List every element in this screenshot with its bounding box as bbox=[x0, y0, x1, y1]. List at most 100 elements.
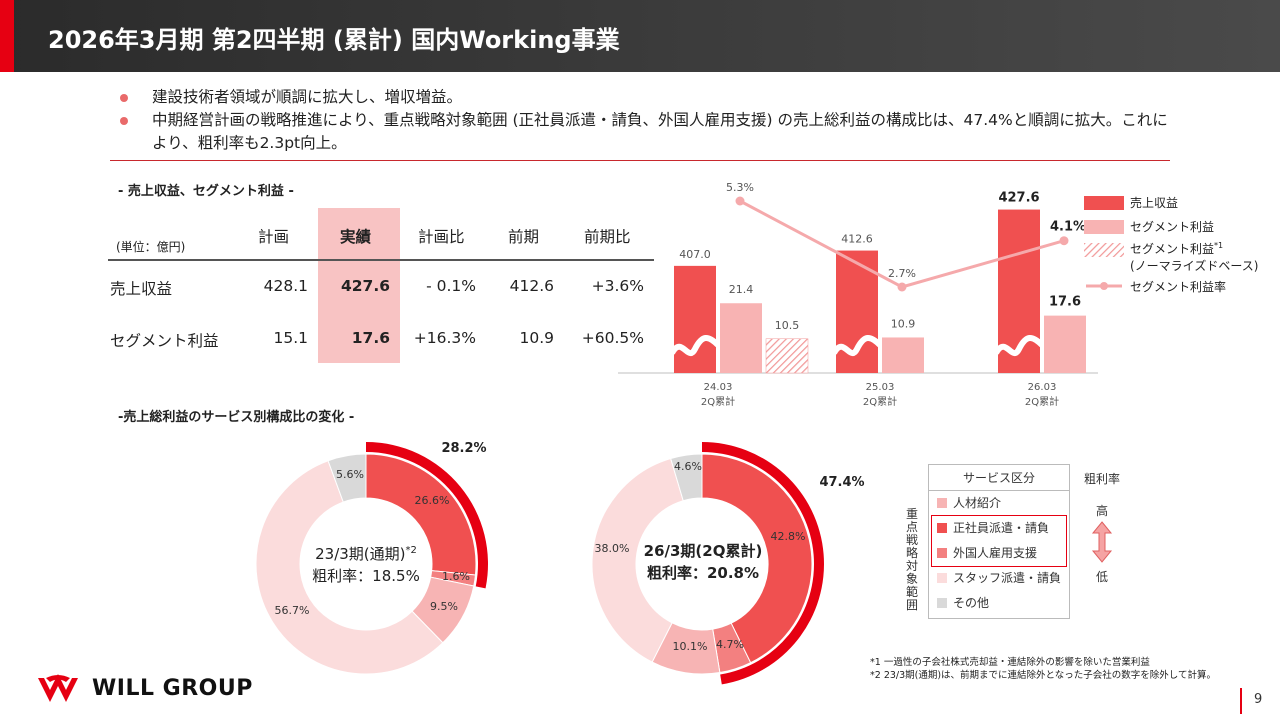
legend-label: セグメント利益率 bbox=[1130, 280, 1227, 294]
segment-margin-point bbox=[735, 196, 745, 206]
legend-label: セグメント利益 bbox=[1130, 242, 1215, 256]
col-header-yoy: 前期比 bbox=[584, 228, 631, 246]
double-arrow-icon bbox=[1091, 521, 1113, 563]
service-item-foreign-worker: 外国人雇用支援 bbox=[929, 541, 1069, 566]
donut2-center-margin: 粗利率：20.8% bbox=[646, 564, 760, 582]
donut-slice-label: 1.6% bbox=[442, 570, 470, 583]
x-tick-label: 2Q累計 bbox=[863, 395, 897, 408]
donut-slice-label: 56.7% bbox=[275, 604, 310, 617]
donut-slice-label: 38.0% bbox=[595, 542, 630, 555]
donut-slice-label: 10.1% bbox=[673, 640, 708, 653]
swatch-icon bbox=[937, 598, 947, 608]
data-label-margin: 2.7% bbox=[888, 267, 916, 280]
bullet-dot-icon bbox=[120, 94, 128, 102]
footnote: *1 一過性の子会社株式売却益・連結除外の影響を除いた営業利益 bbox=[870, 657, 1150, 668]
donut-slice-label: 4.6% bbox=[674, 460, 702, 473]
table-header-rule bbox=[108, 259, 654, 261]
bullet-item: 中期経営計画の戦略推進により、重点戦略対象範囲 (正社員派遣・請負、外国人雇用支… bbox=[118, 109, 1178, 155]
col-header-vs-plan: 計画比 bbox=[418, 228, 465, 246]
focus-area-vertical-label: 重点戦略対象範囲 bbox=[905, 507, 918, 612]
logo-wordmark: WILL GROUP bbox=[92, 676, 253, 701]
data-label-segment-profit: 10.9 bbox=[891, 317, 916, 330]
bullet-item: 建設技術者領域が順調に拡大し、増収増益。 bbox=[118, 86, 1178, 109]
row-label-revenue: 売上収益 bbox=[110, 280, 173, 298]
focus-area-total-label: 47.4% bbox=[819, 475, 864, 490]
bar-segment-profit bbox=[1044, 315, 1086, 373]
data-label-margin: 5.3% bbox=[726, 181, 754, 194]
donut1-center-label: 23/3期(通期)*2 粗利率：18.5% bbox=[296, 540, 436, 587]
swatch-icon bbox=[937, 573, 947, 583]
donut-slice bbox=[327, 453, 367, 503]
page-number: 9 bbox=[1254, 692, 1263, 707]
donut-slice bbox=[365, 453, 477, 576]
service-label: 正社員派遣・請負 bbox=[953, 521, 1050, 535]
service-item-other: その他 bbox=[929, 591, 1069, 616]
service-item-recruitment: 人材紹介 bbox=[929, 491, 1069, 516]
row-label-segment-profit: セグメント利益 bbox=[110, 332, 219, 350]
focus-area-total-label: 28.2% bbox=[441, 441, 486, 456]
legend-label: セグメント利益 bbox=[1130, 220, 1215, 234]
section-divider bbox=[110, 160, 1170, 161]
bar-segment-profit bbox=[720, 303, 762, 373]
segment-margin-point bbox=[1059, 236, 1069, 246]
table-cell: 10.9 bbox=[519, 329, 554, 347]
legend-label-normalized: セグメント利益*1 (ノーマライズドベース) bbox=[1130, 240, 1258, 274]
summary-bullets: 建設技術者領域が順調に拡大し、増収増益。 中期経営計画の戦略推進により、重点戦略… bbox=[118, 86, 1178, 155]
page-number-rule bbox=[1240, 688, 1242, 714]
donut-slice bbox=[255, 460, 444, 675]
table-cell: 15.1 bbox=[273, 329, 308, 347]
service-label: その他 bbox=[953, 596, 990, 610]
data-label-segment-profit: 17.6 bbox=[1049, 295, 1081, 310]
axis-break-wave bbox=[831, 335, 883, 357]
gross-margin-title: 粗利率 bbox=[1084, 472, 1121, 486]
table-cell: +16.3% bbox=[413, 329, 476, 347]
legend-swatch-normalized bbox=[1084, 243, 1124, 257]
donut2-center-period: 26/3期(2Q累計) bbox=[643, 542, 763, 560]
table-cell: +60.5% bbox=[581, 329, 644, 347]
swatch-icon bbox=[937, 523, 947, 533]
data-label-margin: 4.1% bbox=[1050, 220, 1086, 235]
footnote: *2 23/3期(通期)は、前期までに連結除外となった子会社の数字を除外して計算… bbox=[870, 670, 1216, 681]
bullet-text: 中期経営計画の戦略推進により、重点戦略対象範囲 (正社員派遣・請負、外国人雇用支… bbox=[152, 111, 1168, 152]
table-cell: 17.6 bbox=[351, 329, 390, 347]
donut-slice-label: 5.6% bbox=[336, 468, 364, 481]
focus-area-frame bbox=[931, 515, 1067, 567]
x-tick-label: 26.03 bbox=[1028, 382, 1057, 393]
data-label-segment-profit: 21.4 bbox=[729, 283, 754, 296]
x-tick-label: 24.03 bbox=[704, 382, 733, 393]
donut-slice-label: 42.8% bbox=[771, 530, 806, 543]
x-tick-label: 25.03 bbox=[866, 382, 895, 393]
swatch-icon bbox=[937, 548, 947, 558]
axis-break-wave bbox=[669, 335, 721, 357]
col-header-prior: 前期 bbox=[508, 228, 540, 246]
col-header-plan: 計画 bbox=[258, 228, 290, 246]
data-label-normalized: 10.5 bbox=[775, 319, 800, 332]
service-item-fulltime-dispatch: 正社員派遣・請負 bbox=[929, 516, 1069, 541]
bullet-text: 建設技術者領域が順調に拡大し、増収増益。 bbox=[152, 88, 463, 106]
donut1-center-period: 23/3期(通期) bbox=[315, 545, 406, 563]
bullet-dot-icon bbox=[120, 117, 128, 125]
service-label: スタッフ派遣・請負 bbox=[953, 571, 1062, 585]
service-label: 人材紹介 bbox=[953, 496, 1002, 510]
col-header-actual: 実績 bbox=[340, 228, 372, 246]
gross-margin-low: 低 bbox=[1096, 570, 1109, 584]
table-cell: - 0.1% bbox=[426, 277, 476, 295]
swatch-icon bbox=[937, 498, 947, 508]
donut-slice-label: 4.7% bbox=[716, 638, 744, 651]
page-title: 2026年3月期 第2四半期 (累計) 国内Working事業 bbox=[48, 26, 620, 54]
service-item-staff-dispatch: スタッフ派遣・請負 bbox=[929, 566, 1069, 591]
donut-section-title: -売上総利益のサービス別構成比の変化 - bbox=[118, 410, 355, 425]
axis-break-wave bbox=[993, 335, 1045, 357]
legend-label: (ノーマライズドベース) bbox=[1130, 259, 1259, 273]
bar-segment-profit-normalized bbox=[765, 338, 809, 374]
table-cell: 427.6 bbox=[340, 277, 390, 295]
data-label-revenue: 407.0 bbox=[679, 248, 711, 261]
donut-slice bbox=[591, 457, 684, 663]
table-section-title: - 売上収益、セグメント利益 - bbox=[118, 184, 294, 199]
financial-table: (単位：億円) 計画 実績 計画比 前期 前期比 売上収益 428.1 427.… bbox=[108, 208, 654, 363]
donut1-center-margin: 粗利率：18.5% bbox=[312, 567, 420, 585]
gross-margin-high: 高 bbox=[1096, 504, 1109, 518]
service-label: 外国人雇用支援 bbox=[953, 546, 1038, 560]
